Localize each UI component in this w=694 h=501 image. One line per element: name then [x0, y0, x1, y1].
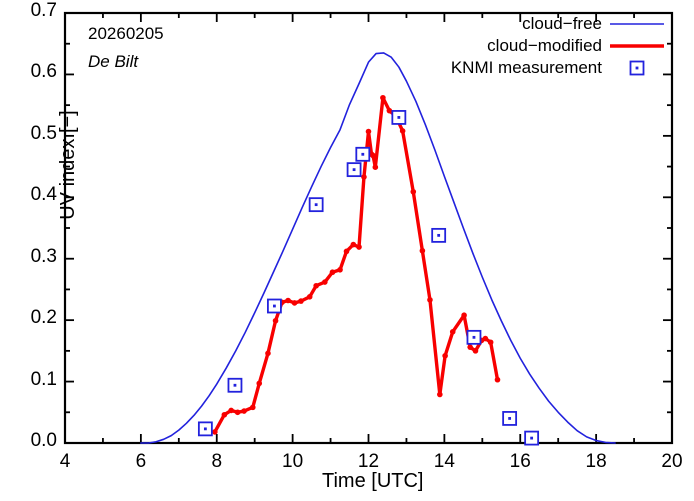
x-axis-title: Time [UTC] — [322, 470, 424, 492]
cloud-free-line — [140, 52, 616, 444]
annotation-date: 20260205 — [88, 24, 164, 43]
knmi-measurement-marker-dot — [472, 335, 476, 339]
legend-label-cloud-free: cloud−free — [522, 14, 602, 33]
cloud-modified-point — [313, 282, 319, 289]
y-tick-label: 0.2 — [30, 307, 57, 329]
y-axis-title-wrapper: UV index [−] — [57, 85, 87, 245]
legend-label-cloud-modified: cloud−modified — [487, 36, 602, 55]
x-tick-label: 4 — [59, 451, 71, 472]
cloud-modified-point — [249, 404, 256, 411]
cloud-modified-point — [361, 174, 367, 180]
series-knmi-measurement — [197, 110, 540, 446]
knmi-measurement-marker-dot — [530, 436, 534, 440]
y-tick-label: 0.1 — [30, 368, 57, 390]
cloud-modified-point — [370, 152, 376, 159]
cloud-modified-point — [285, 297, 291, 304]
cloud-modified-point — [467, 344, 473, 350]
legend-swatch-knmi-measurement-dot — [635, 66, 639, 70]
x-tick-label: 16 — [509, 451, 531, 472]
cloud-modified-point — [329, 269, 336, 276]
cloud-modified-point — [482, 335, 489, 342]
cloud-modified-point — [306, 294, 313, 300]
knmi-measurement-marker-dot — [437, 233, 441, 237]
cloud-modified-point — [410, 188, 417, 195]
x-tick-label: 8 — [211, 451, 223, 472]
cloud-modified-point — [343, 248, 350, 255]
cloud-modified-point — [487, 339, 494, 346]
knmi-measurement-marker-dot — [233, 383, 237, 387]
knmi-measurement-marker-dot — [273, 304, 276, 308]
knmi-measurement-marker-dot — [361, 152, 365, 156]
x-tick-label: 10 — [282, 451, 304, 472]
cloud-modified-point — [472, 348, 479, 354]
series-cloud-modified — [212, 94, 501, 435]
cloud-modified-point — [272, 317, 279, 324]
knmi-measurement-marker-dot — [314, 203, 318, 207]
cloud-modified-point — [337, 266, 343, 273]
x-tick-label: 14 — [433, 451, 455, 472]
cloud-modified-point — [291, 300, 298, 306]
cloud-modified-point — [386, 107, 393, 114]
y-tick-label: 0.4 — [30, 184, 57, 206]
cloud-modified-point — [234, 409, 241, 416]
cloud-modified-point — [399, 128, 406, 134]
knmi-measurement-marker-dot — [203, 427, 207, 431]
knmi-measurement-marker-dot — [508, 417, 512, 420]
cloud-modified-point — [437, 391, 443, 398]
y-tick-label: 0.0 — [30, 430, 57, 451]
legend-label-knmi-measurement: KNMI measurement — [450, 58, 602, 77]
cloud-modified-point — [494, 376, 501, 383]
knmi-measurement-marker-dot — [397, 116, 401, 119]
cloud-modified-point — [256, 380, 263, 387]
cloud-modified-point — [350, 241, 357, 248]
y-tick-label: 0.5 — [30, 122, 57, 144]
cloud-modified-point — [449, 329, 456, 335]
cloud-modified-point — [442, 352, 448, 359]
cloud-modified-point — [228, 407, 234, 414]
legend-glyphs — [610, 23, 664, 76]
x-tick-label: 20 — [661, 451, 683, 472]
y-tick-label: 0.6 — [30, 61, 57, 83]
y-axis-title: UV index [−] — [57, 110, 79, 220]
cloud-modified-point — [365, 128, 372, 135]
x-tick-label: 6 — [135, 451, 147, 472]
cloud-modified-point — [419, 247, 426, 254]
cloud-modified-point — [241, 408, 247, 414]
cloud-modified-point — [212, 429, 218, 435]
cloud-modified-point — [221, 411, 228, 418]
cloud-modified-point — [356, 244, 362, 250]
series-cloud-free — [140, 52, 616, 444]
cloud-modified-point — [322, 279, 328, 285]
cloud-modified-point — [372, 164, 379, 170]
y-tick-label: 0.3 — [30, 245, 57, 267]
cloud-modified-point — [427, 297, 433, 303]
axis-ticks — [65, 13, 672, 443]
knmi-measurement-marker-dot — [352, 168, 356, 172]
y-tick-label: 0.7 — [30, 0, 57, 21]
cloud-modified-point — [380, 94, 386, 101]
cloud-modified-point — [298, 298, 304, 304]
cloud-modified-point — [461, 312, 467, 319]
annotation-station: De Bilt — [88, 52, 139, 71]
x-tick-label: 12 — [357, 451, 380, 472]
cloud-modified-point — [265, 350, 271, 357]
x-tick-label: 18 — [585, 451, 607, 472]
